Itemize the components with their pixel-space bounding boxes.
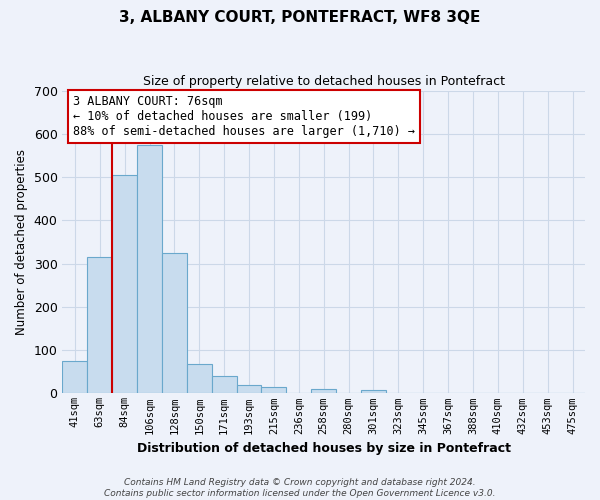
Bar (162, 253, 187, 394)
Bar (361, 390, 386, 394)
X-axis label: Distribution of detached houses by size in Pontefract: Distribution of detached houses by size … (137, 442, 511, 455)
Text: 3 ALBANY COURT: 76sqm
← 10% of detached houses are smaller (199)
88% of semi-det: 3 ALBANY COURT: 76sqm ← 10% of detached … (73, 95, 415, 138)
Bar (187, 364, 212, 394)
Bar (137, 144, 162, 394)
Bar (212, 376, 236, 394)
Y-axis label: Number of detached properties: Number of detached properties (15, 149, 28, 335)
Text: 3, ALBANY COURT, PONTEFRACT, WF8 3QE: 3, ALBANY COURT, PONTEFRACT, WF8 3QE (119, 10, 481, 25)
Bar (88, 257, 112, 394)
Bar (62, 361, 88, 394)
Bar (112, 175, 137, 394)
Title: Size of property relative to detached houses in Pontefract: Size of property relative to detached ho… (143, 75, 505, 88)
Text: Contains HM Land Registry data © Crown copyright and database right 2024.
Contai: Contains HM Land Registry data © Crown c… (104, 478, 496, 498)
Bar (311, 389, 336, 394)
Bar (236, 384, 262, 394)
Bar (262, 387, 286, 394)
